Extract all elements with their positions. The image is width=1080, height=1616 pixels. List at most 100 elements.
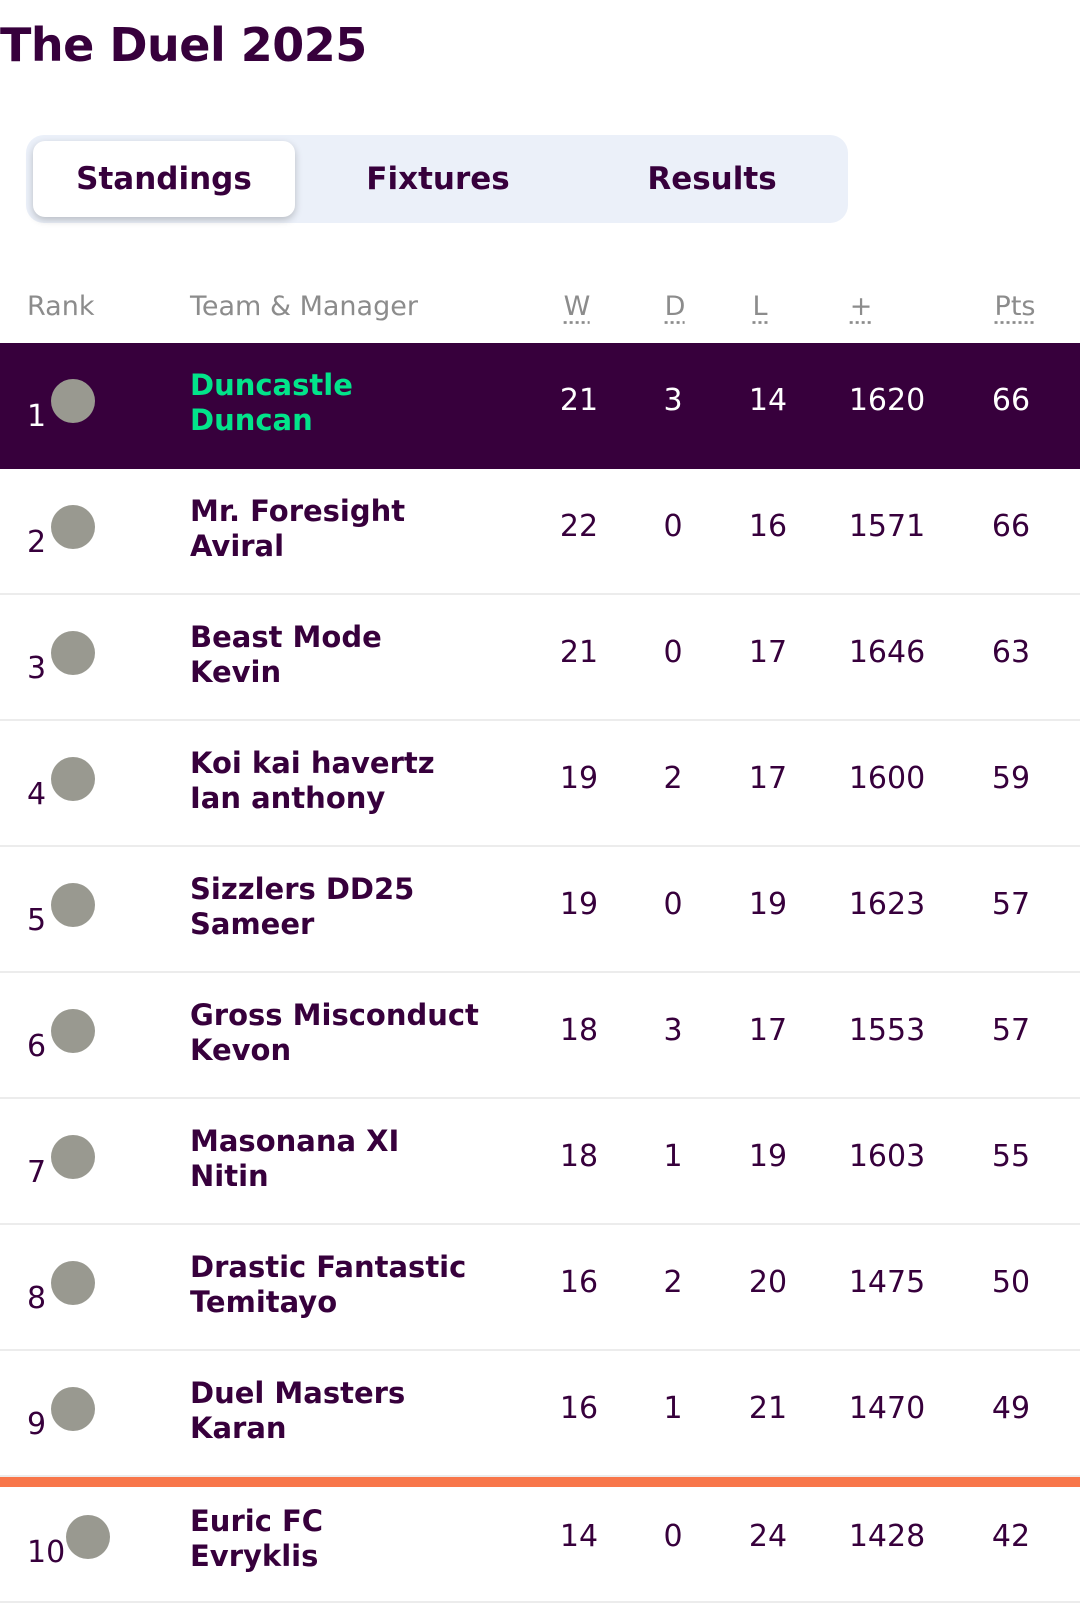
draws-value: 2 <box>663 1265 683 1300</box>
team-name: Euric FC <box>190 1504 324 1538</box>
points-value: 42 <box>991 1519 1031 1554</box>
table-row[interactable]: 5 Sizzlers DD25 Sameer 19 0 19 1623 57 <box>0 847 1080 973</box>
points-value: 66 <box>991 509 1031 544</box>
losses-value: 14 <box>748 383 788 418</box>
points-value: 57 <box>991 887 1031 922</box>
table-row[interactable]: 10 Euric FC Evryklis 14 0 24 1428 42 <box>0 1477 1080 1603</box>
draws-value: 3 <box>663 383 683 418</box>
draws-value: 0 <box>663 887 683 922</box>
manager-name: Ian anthony <box>190 781 386 815</box>
rank-number: 7 <box>27 1155 47 1190</box>
wins-value: 18 <box>559 1139 599 1174</box>
table-header: Rank Team & Manager W D L + Pts <box>0 283 1080 337</box>
team-manager-cell[interactable]: Drastic Fantastic Temitayo <box>190 1250 466 1320</box>
team-manager-cell[interactable]: Mr. Foresight Aviral <box>190 494 405 564</box>
team-crest-icon <box>51 505 95 549</box>
rank-number: 10 <box>27 1535 66 1570</box>
wins-value: 16 <box>559 1391 599 1426</box>
team-manager-cell[interactable]: Beast Mode Kevin <box>190 620 382 690</box>
rank-number: 4 <box>27 777 47 812</box>
points-plus-value: 1620 <box>848 383 926 418</box>
manager-name: Karan <box>190 1411 287 1445</box>
draws-value: 2 <box>663 761 683 796</box>
table-row[interactable]: 8 Drastic Fantastic Temitayo 16 2 20 147… <box>0 1225 1080 1351</box>
wins-value: 21 <box>559 635 599 670</box>
rank-number: 1 <box>27 399 47 434</box>
tab-fixtures[interactable]: Fixtures <box>366 161 510 197</box>
team-manager-cell[interactable]: Koi kai havertz Ian anthony <box>190 746 435 816</box>
rank-number: 6 <box>27 1029 47 1064</box>
table-row[interactable]: 3 Beast Mode Kevin 21 0 17 1646 63 <box>0 595 1080 721</box>
losses-value: 19 <box>748 1139 788 1174</box>
points-plus-value: 1553 <box>848 1013 926 1048</box>
losses-value: 17 <box>748 761 788 796</box>
page-title: The Duel 2025 <box>0 18 367 72</box>
points-value: 59 <box>991 761 1031 796</box>
manager-name: Nitin <box>190 1159 269 1193</box>
points-value: 50 <box>991 1265 1031 1300</box>
manager-name: Kevon <box>190 1033 292 1067</box>
tab-results[interactable]: Results <box>647 161 777 197</box>
header-rank: Rank <box>27 291 95 322</box>
manager-name: Kevin <box>190 655 282 689</box>
draws-value: 0 <box>663 1519 683 1554</box>
team-manager-cell[interactable]: Duncastle Duncan <box>190 368 353 438</box>
team-crest-icon <box>51 1009 95 1053</box>
points-value: 49 <box>991 1391 1031 1426</box>
team-name: Drastic Fantastic <box>190 1250 467 1284</box>
rank-number: 2 <box>27 525 47 560</box>
wins-value: 19 <box>559 887 599 922</box>
table-row[interactable]: 2 Mr. Foresight Aviral 22 0 16 1571 66 <box>0 469 1080 595</box>
points-plus-value: 1603 <box>848 1139 926 1174</box>
team-crest-icon <box>51 379 95 423</box>
points-plus-value: 1475 <box>848 1265 926 1300</box>
losses-value: 19 <box>748 887 788 922</box>
team-crest-icon <box>51 883 95 927</box>
team-crest-icon <box>51 1261 95 1305</box>
team-name: Mr. Foresight <box>190 494 406 528</box>
losses-value: 17 <box>748 1013 788 1048</box>
team-name: Gross Misconduct <box>190 998 479 1032</box>
points-value: 57 <box>991 1013 1031 1048</box>
header-losses: L <box>752 291 768 322</box>
draws-value: 1 <box>663 1139 683 1174</box>
header-points: Pts <box>994 291 1036 322</box>
team-name: Duncastle <box>190 368 353 402</box>
table-row[interactable]: 7 Masonana XI Nitin 18 1 19 1603 55 <box>0 1099 1080 1225</box>
points-plus-value: 1571 <box>848 509 926 544</box>
header-team-manager: Team & Manager <box>190 291 418 322</box>
rank-number: 3 <box>27 651 47 686</box>
wins-value: 16 <box>559 1265 599 1300</box>
team-manager-cell[interactable]: Gross Misconduct Kevon <box>190 998 479 1068</box>
tab-bar: Standings Fixtures Results <box>26 135 848 223</box>
losses-value: 16 <box>748 509 788 544</box>
points-value: 63 <box>991 635 1031 670</box>
points-plus-value: 1428 <box>848 1519 926 1554</box>
team-crest-icon <box>51 757 95 801</box>
table-row[interactable]: 4 Koi kai havertz Ian anthony 19 2 17 16… <box>0 721 1080 847</box>
manager-name: Aviral <box>190 529 285 563</box>
draws-value: 0 <box>663 635 683 670</box>
losses-value: 17 <box>748 635 788 670</box>
team-manager-cell[interactable]: Masonana XI Nitin <box>190 1124 399 1194</box>
team-manager-cell[interactable]: Sizzlers DD25 Sameer <box>190 872 414 942</box>
header-wins: W <box>563 291 591 322</box>
table-row[interactable]: 1 Duncastle Duncan 21 3 14 1620 66 <box>0 343 1080 469</box>
standings-table: 1 Duncastle Duncan 21 3 14 1620 66 2 Mr.… <box>0 343 1080 1603</box>
wins-value: 22 <box>559 509 599 544</box>
losses-value: 21 <box>748 1391 788 1426</box>
wins-value: 14 <box>559 1519 599 1554</box>
manager-name: Duncan <box>190 403 313 437</box>
table-row[interactable]: 9 Duel Masters Karan 16 1 21 1470 49 <box>0 1351 1080 1477</box>
table-row[interactable]: 6 Gross Misconduct Kevon 18 3 17 1553 57 <box>0 973 1080 1099</box>
draws-value: 0 <box>663 509 683 544</box>
points-plus-value: 1623 <box>848 887 926 922</box>
team-manager-cell[interactable]: Duel Masters Karan <box>190 1376 405 1446</box>
rank-number: 9 <box>27 1407 47 1442</box>
tab-standings[interactable]: Standings <box>33 141 295 217</box>
draws-value: 1 <box>663 1391 683 1426</box>
team-manager-cell[interactable]: Euric FC Evryklis <box>190 1504 323 1574</box>
manager-name: Temitayo <box>190 1285 338 1319</box>
team-crest-icon <box>51 631 95 675</box>
points-plus-value: 1470 <box>848 1391 926 1426</box>
